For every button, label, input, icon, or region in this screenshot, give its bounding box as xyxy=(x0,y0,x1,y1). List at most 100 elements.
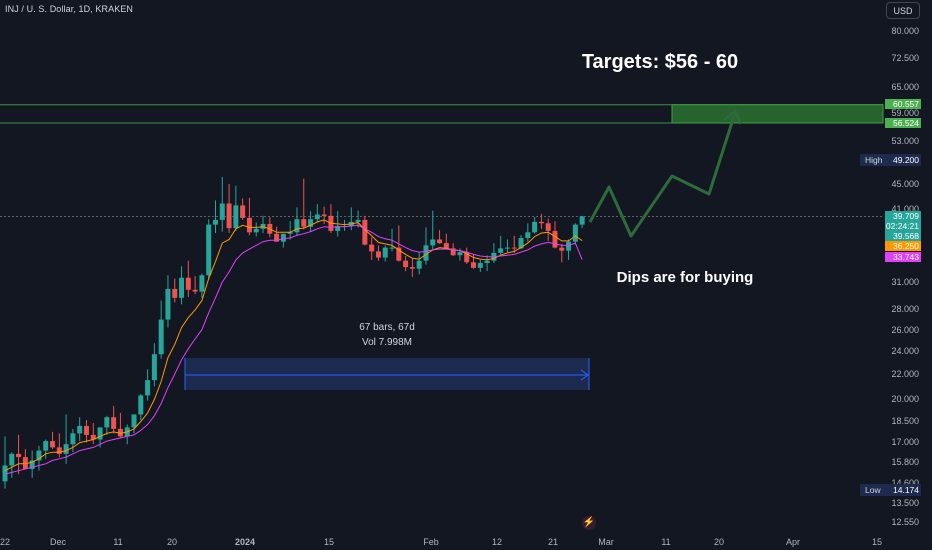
candle-body xyxy=(2,465,8,482)
price-badge-value: 33.743 xyxy=(893,252,919,262)
price-badge-bg xyxy=(860,484,921,496)
candle-body xyxy=(246,217,252,233)
candle-body xyxy=(280,233,286,242)
candle-body xyxy=(29,460,35,469)
candle-body xyxy=(192,289,198,292)
candle-body xyxy=(158,319,164,355)
time-tick-label: 2024 xyxy=(235,537,255,547)
price-tick-label: 26.000 xyxy=(891,325,919,335)
price-badge-value: 36.250 xyxy=(893,241,919,251)
candle-body xyxy=(145,380,151,396)
candle-body xyxy=(545,223,551,231)
price-badge-bg xyxy=(885,221,921,231)
candle-body xyxy=(362,219,368,245)
candle-body xyxy=(308,219,314,227)
price-tick-label: 15.800 xyxy=(891,457,919,467)
candle-body xyxy=(579,216,585,225)
time-tick-label: 15 xyxy=(324,537,334,547)
time-tick-label: Feb xyxy=(423,537,439,547)
candle-body xyxy=(240,205,246,218)
candle-body xyxy=(16,453,22,458)
time-tick-label: 20 xyxy=(714,537,724,547)
price-tick-label: 22.000 xyxy=(891,369,919,379)
price-tick-label: 13.500 xyxy=(891,498,919,508)
candle-body xyxy=(471,262,477,268)
price-tick-label: 14.600 xyxy=(891,478,919,488)
candle-body xyxy=(559,247,565,251)
time-tick-label: Dec xyxy=(50,537,67,547)
candle-body xyxy=(498,248,504,253)
candle-body xyxy=(538,221,544,224)
price-tick-label: 17.000 xyxy=(891,437,919,447)
time-tick-label: 21 xyxy=(548,537,558,547)
candle-body xyxy=(117,428,123,437)
time-tick-label: 22 xyxy=(0,537,10,547)
candle-body xyxy=(97,427,103,440)
candle-body xyxy=(484,260,490,264)
range-arrowhead xyxy=(580,369,589,381)
price-tick-label: 80.000 xyxy=(891,26,919,36)
price-tick-label: 28.000 xyxy=(891,304,919,314)
range-volume-label: Vol 7.998M xyxy=(362,337,412,348)
price-badge-bg xyxy=(885,231,921,241)
candle-body xyxy=(36,450,42,461)
candle-body xyxy=(389,247,395,249)
candle-body xyxy=(131,414,137,428)
candle-body xyxy=(50,441,56,448)
ema-fast-line xyxy=(4,219,583,472)
price-badge-value: 49.200 xyxy=(893,155,919,165)
price-badge-value: 39.709 xyxy=(893,211,919,221)
candle-body xyxy=(430,239,436,246)
range-bars-label: 67 bars, 67d xyxy=(359,322,415,333)
candle-body xyxy=(226,203,232,229)
dips-label: Dips are for buying xyxy=(617,269,754,286)
time-tick-label: 15 xyxy=(872,537,882,547)
candle-body xyxy=(138,395,144,415)
candle-body xyxy=(70,433,76,445)
candle-body xyxy=(83,425,89,435)
candle-body xyxy=(572,224,578,242)
candle-body xyxy=(165,288,171,320)
candle-body xyxy=(77,425,83,434)
candle-body xyxy=(199,275,205,292)
tradingview-logo-icon[interactable]: ⚡ xyxy=(582,516,596,530)
price-badge-value: 02:24:21 xyxy=(886,221,919,231)
candle-body xyxy=(179,277,185,298)
price-tick-label: 12.550 xyxy=(891,517,919,527)
candle-body xyxy=(287,232,293,234)
candle-body xyxy=(63,444,69,454)
candle-body xyxy=(274,233,280,242)
candle-body xyxy=(212,219,218,225)
candle-body xyxy=(151,354,157,381)
candle-body xyxy=(382,247,388,258)
candle-body xyxy=(233,205,239,229)
candle-body xyxy=(403,260,409,268)
candle-body xyxy=(301,219,307,227)
candle-body xyxy=(43,441,49,451)
candle-body xyxy=(219,203,225,220)
candle-body xyxy=(9,453,15,466)
price-tick-label: 20.000 xyxy=(891,394,919,404)
price-badge-bg xyxy=(885,241,921,251)
targets-label: Targets: $56 - 60 xyxy=(582,51,738,73)
price-badge-bg xyxy=(885,99,921,109)
candle-body xyxy=(450,248,456,256)
candle-body xyxy=(504,247,510,249)
currency-button[interactable]: USD xyxy=(886,2,920,19)
price-tick-label: 18.500 xyxy=(891,416,919,426)
price-tick-label: 24.000 xyxy=(891,346,919,356)
candle-body xyxy=(335,226,341,231)
projection-arrowhead xyxy=(723,108,743,125)
candle-body xyxy=(437,239,443,244)
candle-body xyxy=(321,214,327,216)
time-tick-label: 12 xyxy=(492,537,502,547)
time-tick-label: 11 xyxy=(113,537,122,547)
time-tick-label: 20 xyxy=(167,537,177,547)
price-tick-label: 59.000 xyxy=(891,108,919,118)
ema-slow-line xyxy=(4,224,583,475)
time-tick-label: Apr xyxy=(786,537,800,547)
candle-body xyxy=(525,232,531,239)
price-badge-value: 60.557 xyxy=(893,99,919,109)
